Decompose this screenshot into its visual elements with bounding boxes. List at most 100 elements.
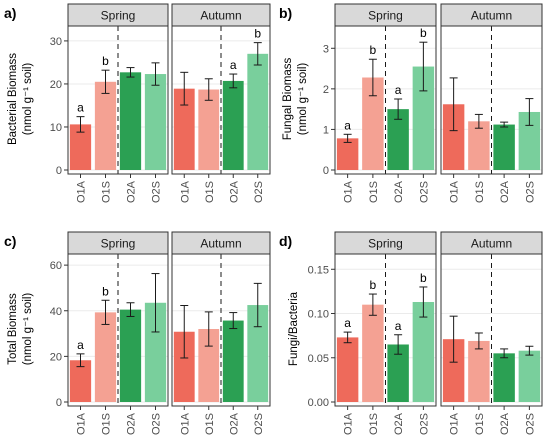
significance-letter: b xyxy=(102,54,109,68)
bar-o1s xyxy=(362,304,384,402)
x-tick-label: O1A xyxy=(179,412,191,435)
y-tick-label: 10 xyxy=(50,122,62,134)
bar-o2s xyxy=(247,305,269,402)
facet-autumn: Autumn O1A O1S O2A O2S xyxy=(440,3,543,203)
y-tick-label: 0.00 xyxy=(308,397,329,409)
x-tick-label: O2A xyxy=(228,180,240,203)
significance-letter: b xyxy=(254,27,261,41)
facet-strip-label: Spring xyxy=(101,237,136,251)
significance-letter: b xyxy=(370,43,377,57)
x-tick-label: O2S xyxy=(253,413,265,435)
y-axis-title: Fungi/Bacteria xyxy=(288,291,300,366)
bar-o2a xyxy=(222,80,244,170)
x-tick-label: O1S xyxy=(101,181,113,203)
facet-border xyxy=(67,25,169,175)
bar-o2a xyxy=(119,72,142,170)
facet-strip-label: Autumn xyxy=(471,9,512,23)
bar-o1a xyxy=(173,88,195,170)
x-tick-label: O1S xyxy=(101,413,113,435)
panel-label: c) xyxy=(4,233,16,249)
bar-o2a xyxy=(493,353,515,402)
y-tick-label: 0.10 xyxy=(308,309,329,321)
bar-o1a xyxy=(173,331,195,402)
x-tick-label: O1S xyxy=(204,413,216,435)
bar-o2a xyxy=(387,344,409,402)
facet-autumn: Autumn O1A O1S O2A O2S xyxy=(440,231,543,435)
significance-letter: b xyxy=(370,278,377,292)
x-tick-label: O1A xyxy=(343,412,355,435)
facet-border xyxy=(67,253,169,407)
y-tick-label: 40 xyxy=(50,306,62,318)
bar-o2s xyxy=(412,302,435,402)
x-tick-label: O1S xyxy=(474,413,486,435)
facet-border xyxy=(171,25,271,175)
bar-o2s xyxy=(412,66,435,170)
x-tick-label: O2S xyxy=(524,413,536,435)
significance-letter: b xyxy=(420,26,427,40)
bar-o1s xyxy=(198,329,220,402)
bar-o1s xyxy=(468,121,490,170)
bar-o2a xyxy=(222,320,244,402)
x-tick-label: O2A xyxy=(499,180,511,203)
significance-letter: b xyxy=(102,284,109,298)
facet-strip-label: Autumn xyxy=(200,237,241,251)
facet-border xyxy=(334,253,437,407)
facet-autumn: Autumn O1A O1S a O2A b O2S xyxy=(171,3,271,203)
x-tick-label: O2A xyxy=(393,412,405,435)
facet-border xyxy=(440,253,543,407)
y-tick-label: 30 xyxy=(50,36,62,48)
y-tick-label: 0.15 xyxy=(308,264,329,276)
y-axis-title: Total Biomass xyxy=(7,293,19,365)
y-tick-label: 0 xyxy=(323,165,329,177)
facet-strip-label: Spring xyxy=(368,237,403,251)
bar-o1a xyxy=(336,138,359,170)
facet-spring: Spring a O1A b O1S O2A O2S xyxy=(67,231,169,435)
significance-letter: a xyxy=(344,316,351,330)
panel-label: d) xyxy=(279,233,292,249)
bar-o1a xyxy=(69,124,92,170)
bar-o1a xyxy=(336,337,359,402)
facet-border xyxy=(171,253,271,407)
significance-letter: a xyxy=(230,58,237,72)
facet-strip-label: Spring xyxy=(101,9,136,23)
x-tick-label: O2S xyxy=(524,181,536,203)
bar-o2s xyxy=(247,53,269,171)
x-tick-label: O1S xyxy=(474,181,486,203)
x-tick-label: O2S xyxy=(151,181,163,203)
bar-o1a xyxy=(442,104,465,170)
bar-o1s xyxy=(198,89,220,170)
bar-o1a xyxy=(442,339,465,402)
x-tick-label: O2S xyxy=(253,181,265,203)
chart-panel-a: a) Bacterial Biomass (nmol g⁻¹ soil) 0 10 20 3… xyxy=(4,3,271,203)
x-tick-label: O2A xyxy=(126,180,138,203)
bar-o2s xyxy=(518,350,541,402)
bar-o1a xyxy=(69,360,92,402)
facet-spring: Spring a O1A b O1S a O2A b O2S xyxy=(334,3,437,203)
x-tick-label: O2S xyxy=(151,413,163,435)
bar-o1s xyxy=(468,340,490,402)
bar-o2s xyxy=(144,74,167,170)
y-tick-label: 3 xyxy=(323,43,329,55)
y-axis-title: Fungal Biomass xyxy=(282,58,294,141)
x-tick-label: O2A xyxy=(499,412,511,435)
chart-panel-c: c) Total Biomass (nmol g⁻¹ soil) 0 20 40 60 Spr… xyxy=(4,231,271,435)
panel-label: b) xyxy=(279,5,292,21)
significance-letter: a xyxy=(344,118,351,132)
chart-panel-d: d) Fungi/Bacteria 0.00 0.05 0.10 0.15 Spring a O… xyxy=(279,231,543,435)
facet-border xyxy=(440,25,543,175)
x-tick-label: O1S xyxy=(368,413,380,435)
bar-o1s xyxy=(94,81,117,170)
y-axis-title: (nmol g⁻¹ soil) xyxy=(22,63,34,136)
x-tick-label: O2A xyxy=(393,180,405,203)
bar-o1s xyxy=(362,77,384,170)
y-axis-title: (nmol g⁻¹ soil) xyxy=(297,63,309,136)
facet-strip-label: Spring xyxy=(368,9,403,23)
bar-o2a xyxy=(119,309,142,402)
x-tick-label: O1S xyxy=(204,181,216,203)
facet-strip-label: Autumn xyxy=(200,9,241,23)
y-axis-title: Bacterial Biomass xyxy=(7,53,19,145)
y-tick-label: 0 xyxy=(56,397,62,409)
x-tick-label: O1A xyxy=(76,180,88,203)
chart-panel-b: b) Fungal Biomass (nmol g⁻¹ soil) 0 1 2 3 Sprin… xyxy=(279,3,543,203)
